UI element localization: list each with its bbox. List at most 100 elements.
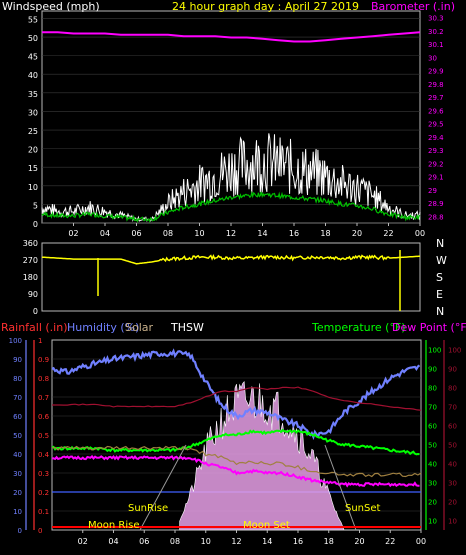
top-x-tick-label: 22	[383, 229, 393, 238]
heat-reference-line	[52, 386, 422, 411]
direction-tick-label: 360	[23, 239, 38, 248]
rainfall-tick-label: 0.3	[38, 470, 49, 478]
direction-tick-label: 0	[33, 307, 38, 316]
windspeed-tick-label: 30	[28, 108, 38, 117]
humidity-tick-label: 30	[13, 470, 22, 478]
rainfall-tick-label: 0.6	[38, 413, 50, 421]
top-x-tick-label: 12	[226, 229, 236, 238]
dew-point-axis-ticks: 100 90 80 70 60 50 40 30 20 10	[443, 340, 461, 530]
windspeed-tick-label: 45	[28, 53, 38, 62]
temperature-tick-label: 100	[428, 347, 441, 355]
barometer-tick-label: 29.8	[428, 81, 444, 89]
barometer-tick-label: 28.8	[428, 213, 444, 221]
humidity-line	[51, 348, 421, 441]
barometer-tick-label: 29.6	[428, 107, 444, 115]
dew-point-line	[51, 454, 420, 488]
wind-direction-line	[42, 254, 421, 265]
barometer-axis-ticks: 30.3 30.2 30.1 30 29.9 29.8 29.7 29.6 29.5 29.4 29…	[428, 15, 444, 222]
windspeed-tick-label: 0	[33, 220, 38, 229]
bottom-x-tick-label: 08	[170, 537, 180, 546]
dew-point-tick-label: 80	[448, 385, 457, 393]
barometer-line	[42, 31, 421, 43]
barometer-tick-label: 30	[428, 54, 437, 62]
barometer-tick-label: 29	[428, 187, 437, 195]
humidity-tick-label: 60	[13, 413, 22, 421]
temperature-tick-label: 10	[428, 518, 437, 526]
rainfall-tick-label: 0.1	[38, 508, 49, 516]
rainfall-tick-label: 0.8	[38, 375, 49, 383]
moonset-annotation: Moon Set	[243, 520, 290, 531]
solar-label: Solar	[125, 321, 154, 334]
temperature-tick-label: 50	[428, 442, 437, 450]
barometer-tick-label: 29.5	[428, 121, 444, 129]
sunset-line	[324, 444, 357, 531]
bottom-x-tick-label: 22	[385, 537, 395, 546]
barometer-tick-label: 30.1	[428, 41, 444, 49]
rainfall-tick-label: 0	[38, 527, 42, 535]
temperature-tick-label: 20	[428, 499, 437, 507]
rainfall-tick-label: 0.4	[38, 451, 50, 459]
bottom-x-tick-label: 06	[139, 537, 149, 546]
compass-label: N	[436, 237, 444, 250]
temperature-tick-label: 60	[428, 423, 437, 431]
humidity-label: Humidity (%)	[67, 321, 139, 334]
top-x-axis-ticks: 02 04 06 08 10 12 14 16 18 20 22 00	[68, 223, 425, 238]
windspeed-tick-label: 25	[28, 127, 38, 136]
humidity-tick-label: 70	[13, 394, 22, 402]
barometer-tick-label: 30.2	[428, 28, 444, 36]
dew-point-tick-label: 10	[448, 518, 457, 526]
bottom-x-tick-label: 16	[293, 537, 303, 546]
thsw-line	[51, 445, 422, 478]
humidity-tick-label: 90	[13, 356, 22, 364]
barometer-tick-label: 29.4	[428, 134, 444, 142]
dew-point-tick-label: 40	[448, 461, 457, 469]
windspeed-tick-label: 10	[28, 183, 38, 192]
temperature-tick-label: 80	[428, 385, 437, 393]
windspeed-tick-label: 20	[28, 146, 38, 155]
bottom-x-tick-label: 10	[201, 537, 211, 546]
windspeed-tick-label: 15	[28, 164, 38, 173]
dew-point-tick-label: 70	[448, 404, 457, 412]
temperature-tick-label: 30	[428, 480, 437, 488]
dew-point-tick-label: 90	[448, 366, 457, 374]
windspeed-tick-label: 55	[28, 15, 38, 24]
barometer-tick-label: 30.3	[428, 15, 444, 23]
bottom-x-tick-label: 18	[324, 537, 334, 546]
rainfall-tick-label: 0.2	[38, 489, 49, 497]
windspeed-axis-title: Windspeed (mph)	[2, 0, 100, 13]
bottom-x-tick-label: 04	[108, 537, 118, 546]
bottom-x-tick-label: 20	[354, 537, 364, 546]
windspeed-tick-label: 35	[28, 90, 38, 99]
wind-average-line	[41, 190, 421, 223]
top-x-tick-label: 16	[289, 229, 299, 238]
direction-panel-frame	[41, 242, 421, 312]
compass-label: S	[436, 271, 443, 284]
humidity-tick-label: 100	[9, 337, 22, 345]
barometer-tick-label: 29.9	[428, 68, 444, 76]
humidity-tick-label: 0	[18, 527, 22, 535]
temperature-axis-ticks: 100 90 80 70 60 50 40 30 20 10	[425, 340, 441, 530]
thsw-label: THSW	[170, 321, 204, 334]
bottom-x-axis-ticks: 02 04 06 08 10 12 14 16 18 20 22 00	[78, 530, 426, 546]
temperature-label: Temperature (°F)	[311, 321, 406, 334]
rainfall-tick-label: 0.7	[38, 394, 49, 402]
rainfall-tick-label: 0.9	[38, 356, 49, 364]
compass-label: W	[436, 254, 447, 267]
direction-tick-label: 90	[28, 290, 38, 299]
top-x-tick-label: 10	[194, 229, 204, 238]
barometer-tick-label: 29.1	[428, 174, 444, 182]
top-x-tick-label: 02	[68, 229, 78, 238]
top-x-tick-label: 00	[415, 229, 425, 238]
humidity-tick-label: 20	[13, 489, 22, 497]
bottom-x-tick-label: 12	[231, 537, 241, 546]
bottom-x-tick-label: 02	[78, 537, 88, 546]
humidity-tick-label: 80	[13, 375, 22, 383]
barometer-tick-label: 29.3	[428, 147, 444, 155]
compass-label: N	[436, 305, 444, 318]
barometer-tick-label: 29.2	[428, 160, 444, 168]
